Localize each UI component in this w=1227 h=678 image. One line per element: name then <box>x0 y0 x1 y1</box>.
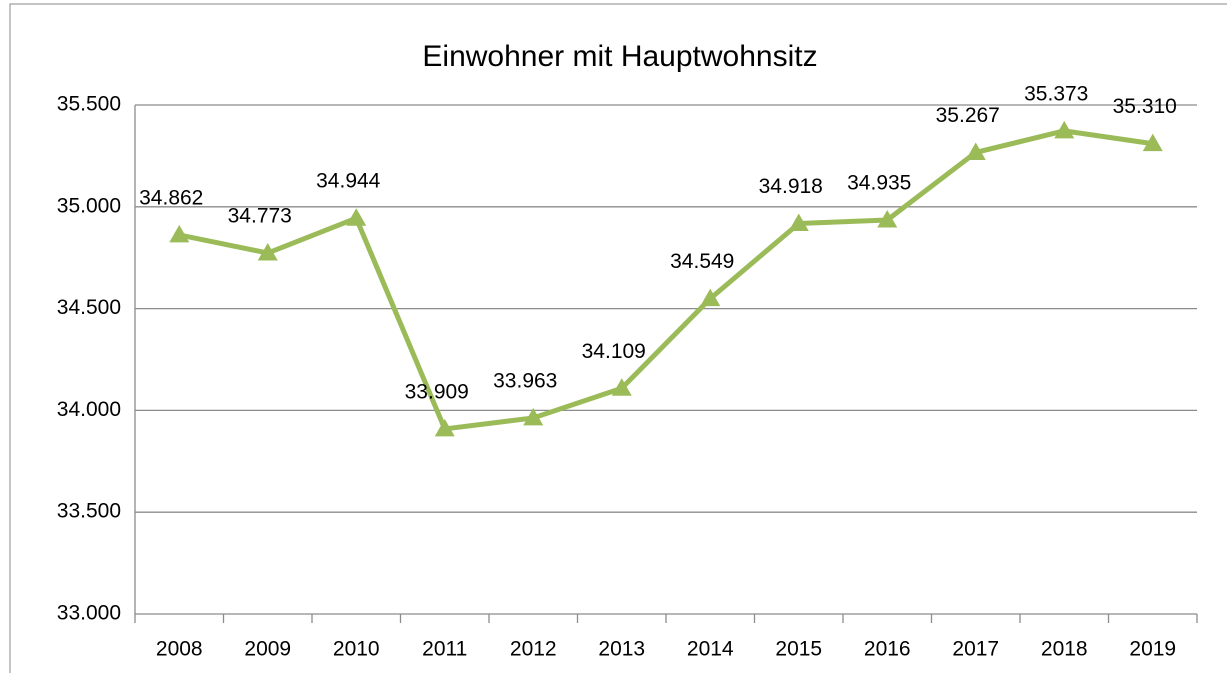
x-tick-label: 2015 <box>775 638 822 661</box>
y-tick-label: 33.000 <box>57 602 121 625</box>
data-label: 34.549 <box>670 250 734 273</box>
x-tick-label: 2009 <box>244 638 291 661</box>
y-tick-label: 35.500 <box>57 93 121 116</box>
data-label: 34.944 <box>316 170 381 193</box>
marker <box>788 213 809 231</box>
y-tick-label: 34.000 <box>57 398 121 421</box>
data-label: 34.773 <box>228 205 292 228</box>
data-label: 34.109 <box>582 340 646 363</box>
x-tick-label: 2010 <box>333 638 380 661</box>
marker <box>434 418 455 437</box>
x-tick-label: 2017 <box>952 638 999 661</box>
x-tick-label: 2008 <box>156 638 203 661</box>
data-label: 34.935 <box>847 172 911 195</box>
x-tick-label: 2018 <box>1041 638 1088 661</box>
x-tick-label: 2013 <box>598 638 645 661</box>
x-tick-label: 2016 <box>864 638 911 661</box>
marker <box>877 210 898 228</box>
marker <box>346 208 367 226</box>
chart-title: Einwohner mit Hauptwohnsitz <box>422 40 817 73</box>
data-label: 34.918 <box>759 175 823 198</box>
marker <box>700 288 721 307</box>
data-label: 35.373 <box>1024 82 1088 105</box>
x-tick-label: 2011 <box>422 638 467 661</box>
data-label: 35.310 <box>1113 95 1177 118</box>
marker <box>169 224 190 243</box>
x-tick-label: 2019 <box>1129 638 1176 661</box>
x-tick-label: 2014 <box>687 638 734 661</box>
data-label: 34.862 <box>139 186 203 209</box>
marker <box>1054 120 1075 139</box>
chart-border <box>9 3 1227 678</box>
data-label: 33.909 <box>405 380 469 403</box>
data-label: 35.267 <box>936 104 1000 127</box>
marker <box>965 142 986 160</box>
y-tick-label: 33.500 <box>57 500 121 523</box>
y-tick-label: 35.000 <box>57 194 121 217</box>
marker <box>611 378 632 396</box>
y-tick-label: 34.500 <box>57 296 121 319</box>
marker <box>1142 133 1163 152</box>
marker <box>257 243 278 261</box>
series-line <box>178 128 1154 432</box>
data-label: 33.963 <box>493 369 557 392</box>
marker <box>523 407 544 426</box>
x-tick-label: 2012 <box>510 638 557 661</box>
